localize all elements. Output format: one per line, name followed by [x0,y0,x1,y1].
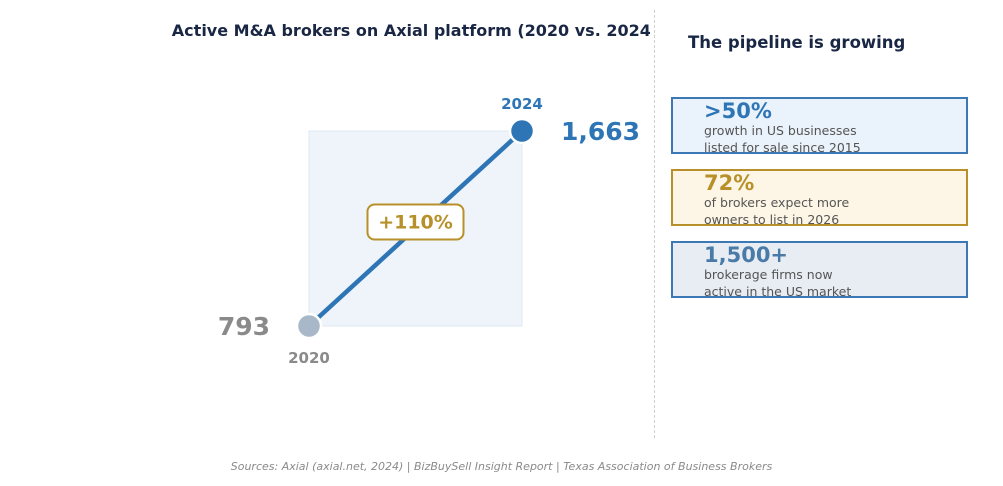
data-point-2024 [508,117,536,145]
panel-title: The pipeline is growing [688,33,906,52]
stat-description: growth in US businesses listed for sale … [704,123,861,156]
x-tick-label-2024: 2024 [501,95,543,113]
growth-annotation-box [366,203,465,241]
stat-description-line: brokerage firms now [704,267,833,282]
value-label-2020: 793 [218,312,270,341]
stat-description-line: of brokers expect more [704,195,850,210]
stat-value: >50% [704,99,772,123]
stat-value: 72% [704,171,755,195]
chart-title: Active M&A brokers on Axial platform (20… [172,21,650,40]
growth-annotation: +110% [378,212,453,234]
value-label-2024: 1,663 [561,117,640,146]
stat-description: brokerage firms now active in the US mar… [704,267,851,300]
x-tick-label-2020: 2020 [288,349,330,367]
data-point-2020 [295,312,323,340]
section-divider [654,10,655,438]
slope-chart: Active M&A brokers on Axial platform (20… [172,21,650,367]
stat-card-broker-expectations: 72% of brokers expect more owners to lis… [671,169,968,228]
sources-footnote: Sources: Axial (axial.net, 2024) | BizBu… [230,460,773,473]
stat-value: 1,500+ [704,243,789,267]
stat-card-listings-growth: >50% growth in US businesses listed for … [671,97,968,156]
stat-description: of brokers expect more owners to list in… [704,195,849,228]
stat-description-line: listed for sale since 2015 [704,139,861,155]
stat-description-line: owners to list in 2026 [704,211,840,227]
stat-description-line: active in the US market [704,283,852,299]
stat-card-brokerage-firms: 1,500+ brokerage firms now active in the… [671,241,968,300]
stat-description-line: growth in US businesses [704,123,857,138]
